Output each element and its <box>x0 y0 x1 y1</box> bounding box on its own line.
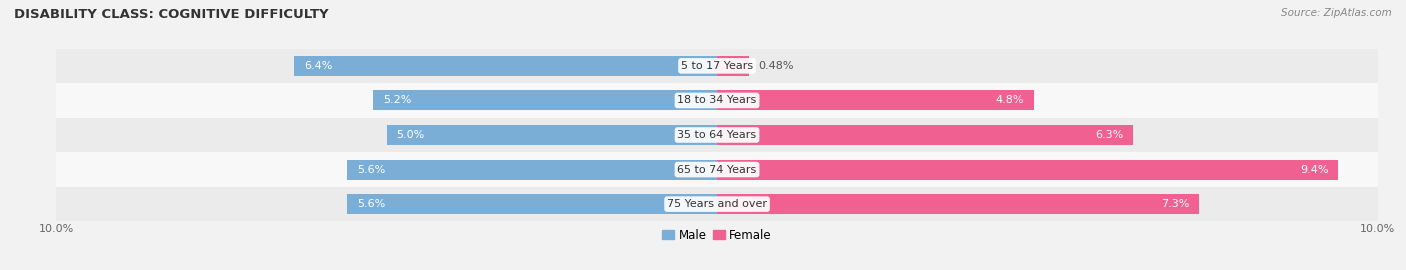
Text: 35 to 64 Years: 35 to 64 Years <box>678 130 756 140</box>
Text: 5.6%: 5.6% <box>357 164 385 175</box>
Bar <box>717 160 1339 180</box>
Bar <box>56 152 1378 187</box>
Bar <box>56 49 1378 83</box>
Text: 0.48%: 0.48% <box>759 61 794 71</box>
Text: DISABILITY CLASS: COGNITIVE DIFFICULTY: DISABILITY CLASS: COGNITIVE DIFFICULTY <box>14 8 329 21</box>
Text: 5 to 17 Years: 5 to 17 Years <box>681 61 754 71</box>
Bar <box>56 83 1378 118</box>
Bar <box>347 160 717 180</box>
Bar <box>717 56 749 76</box>
Bar <box>56 187 1378 221</box>
Text: 18 to 34 Years: 18 to 34 Years <box>678 95 756 106</box>
Text: 65 to 74 Years: 65 to 74 Years <box>678 164 756 175</box>
Bar <box>294 56 717 76</box>
Text: 4.8%: 4.8% <box>995 95 1025 106</box>
Bar <box>347 194 717 214</box>
Text: 5.0%: 5.0% <box>396 130 425 140</box>
Bar <box>374 90 717 110</box>
Bar <box>717 90 1035 110</box>
Text: 7.3%: 7.3% <box>1161 199 1189 209</box>
Text: 6.4%: 6.4% <box>304 61 332 71</box>
Bar <box>56 118 1378 152</box>
Text: 9.4%: 9.4% <box>1299 164 1329 175</box>
Text: 5.6%: 5.6% <box>357 199 385 209</box>
Text: 75 Years and over: 75 Years and over <box>666 199 768 209</box>
Bar <box>387 125 717 145</box>
Bar <box>717 194 1199 214</box>
Text: 5.2%: 5.2% <box>384 95 412 106</box>
Bar <box>717 125 1133 145</box>
Text: Source: ZipAtlas.com: Source: ZipAtlas.com <box>1281 8 1392 18</box>
Legend: Male, Female: Male, Female <box>658 224 776 247</box>
Text: 6.3%: 6.3% <box>1095 130 1123 140</box>
